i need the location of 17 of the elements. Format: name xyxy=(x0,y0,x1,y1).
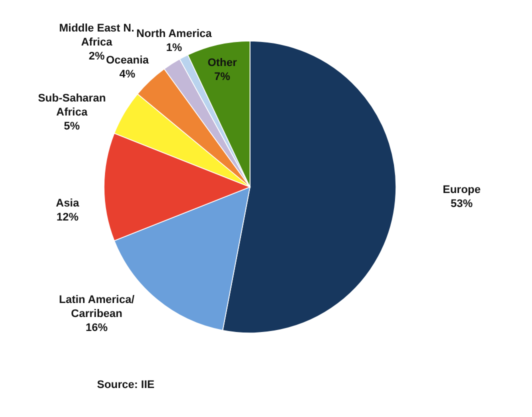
slice-label: Sub-Saharan Africa xyxy=(38,92,106,119)
slice-label: Oceania xyxy=(106,54,150,66)
slice-label: Asia xyxy=(56,197,80,210)
data-label: 7% xyxy=(214,71,230,84)
slice-label: Latin America/Carribean xyxy=(58,294,134,320)
data-label: 53% xyxy=(450,198,473,210)
slice-label: North America xyxy=(136,28,213,40)
data-label: 4% xyxy=(119,68,136,80)
slice-label: Other xyxy=(208,57,238,70)
data-label: 12% xyxy=(56,211,79,224)
slice-label: Europe xyxy=(442,184,481,196)
data-label: 5% xyxy=(64,120,80,133)
data-label: 2% xyxy=(88,50,105,62)
data-label: 1% xyxy=(166,42,182,54)
slice-label: Middle East N. Africa xyxy=(59,22,134,48)
data-label: 16% xyxy=(86,322,108,334)
source-note: Source: IIE xyxy=(97,379,154,391)
